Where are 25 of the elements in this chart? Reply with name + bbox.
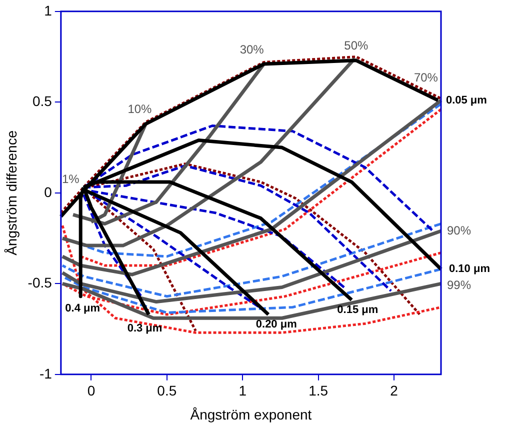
y-tick-label: -1 bbox=[39, 365, 52, 382]
annotation: 90% bbox=[447, 223, 472, 238]
y-tick-label: 0 bbox=[44, 184, 52, 200]
annotation: 0.10 μm bbox=[449, 263, 490, 276]
annotation: 99% bbox=[447, 278, 472, 292]
y-tick-label: 1 bbox=[44, 2, 52, 18]
x-tick-label: 1.5 bbox=[308, 382, 328, 399]
annotation: 1% bbox=[62, 172, 80, 186]
x-tick-label: 0 bbox=[87, 382, 96, 399]
annotation: 0.3 μm bbox=[127, 322, 162, 335]
annotation: 10% bbox=[128, 102, 152, 116]
x-tick-label: 2 bbox=[390, 382, 398, 399]
x-axis-title: Ångström exponent bbox=[190, 406, 312, 422]
annotation: 0.4 μm bbox=[65, 302, 100, 314]
y-axis-title: Ångström difference bbox=[3, 130, 20, 256]
annotation: 0.15 μm bbox=[337, 304, 378, 316]
annotation: 30% bbox=[240, 42, 264, 56]
y-tick-label: -0.5 bbox=[28, 274, 52, 291]
annotation: 0.20 μm bbox=[256, 318, 298, 331]
y-tick-label: 0.5 bbox=[32, 93, 52, 110]
annotation: 0.05 μm bbox=[446, 94, 488, 106]
x-tick-label: 1 bbox=[238, 382, 247, 399]
x-tick-label: 0.5 bbox=[157, 382, 177, 399]
annotation: 50% bbox=[344, 38, 369, 53]
annotation: 70% bbox=[414, 70, 438, 85]
